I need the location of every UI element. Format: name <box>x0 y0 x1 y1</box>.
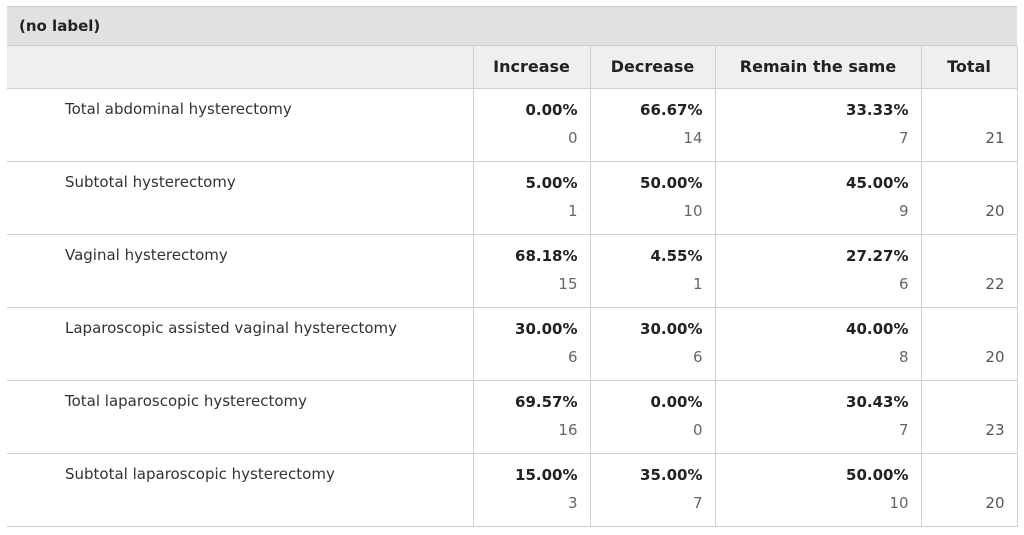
header-remain-the-same: Remain the same <box>714 46 921 89</box>
cell-total: 20 <box>920 453 1018 527</box>
count-value: 10 <box>683 201 703 220</box>
table-row: Total abdominal hysterectomy 0.00% 0 66.67%… <box>7 88 1018 162</box>
cell-increase: 68.18% 15 <box>472 234 590 308</box>
cell-increase: 15.00% 3 <box>472 453 590 527</box>
total-value: 20 <box>985 347 1005 366</box>
row-label: Subtotal hysterectomy <box>7 161 473 235</box>
cell-remain-the-same: 30.43% 7 <box>714 380 921 454</box>
table-body: Total abdominal hysterectomy 0.00% 0 66.67%… <box>7 88 1018 527</box>
count-value: 6 <box>898 274 909 293</box>
count-value: 1 <box>692 274 703 293</box>
percent-value: 35.00% <box>640 465 703 484</box>
count-value: 9 <box>898 201 909 220</box>
results-table: Increase Decrease Remain the same Total … <box>7 46 1018 527</box>
count-value: 8 <box>898 347 909 366</box>
percent-value: 30.43% <box>846 392 909 411</box>
percent-value: 45.00% <box>846 173 909 192</box>
percent-value: 50.00% <box>640 173 703 192</box>
question-label: (no label) <box>7 6 1017 46</box>
cell-total: 22 <box>920 234 1018 308</box>
cell-total: 21 <box>920 88 1018 162</box>
header-increase: Increase <box>472 46 590 89</box>
header-row: Increase Decrease Remain the same Total <box>7 46 1018 89</box>
cell-remain-the-same: 33.33% 7 <box>714 88 921 162</box>
cell-remain-the-same: 27.27% 6 <box>714 234 921 308</box>
cell-decrease: 4.55% 1 <box>589 234 715 308</box>
table-row: Total laparoscopic hysterectomy 69.57% 16 0… <box>7 380 1018 454</box>
row-label: Vaginal hysterectomy <box>7 234 473 308</box>
percent-value: 27.27% <box>846 246 909 265</box>
cell-decrease: 0.00% 0 <box>589 380 715 454</box>
count-value: 0 <box>692 420 703 439</box>
table-row: Laparoscopic assisted vaginal hysterecto… <box>7 307 1018 381</box>
row-label: Total laparoscopic hysterectomy <box>7 380 473 454</box>
header-blank <box>7 46 473 89</box>
row-label: Total abdominal hysterectomy <box>7 88 473 162</box>
table-row: Subtotal laparoscopic hysterectomy 15.00%… <box>7 453 1018 527</box>
total-value: 22 <box>985 274 1005 293</box>
row-label: Laparoscopic assisted vaginal hysterecto… <box>7 307 473 381</box>
count-value: 15 <box>558 274 578 293</box>
percent-value: 33.33% <box>846 100 909 119</box>
cell-remain-the-same: 40.00% 8 <box>714 307 921 381</box>
table-row: Vaginal hysterectomy 68.18% 15 4.55% 1 27.27%… <box>7 234 1018 308</box>
cell-decrease: 30.00% 6 <box>589 307 715 381</box>
cell-total: 20 <box>920 307 1018 381</box>
count-value: 7 <box>692 493 703 512</box>
results-table-container: (no label) Increase Decrease Remain the … <box>7 6 1018 527</box>
count-value: 6 <box>567 347 578 366</box>
count-value: 3 <box>567 493 578 512</box>
percent-value: 68.18% <box>515 246 578 265</box>
cell-increase: 30.00% 6 <box>472 307 590 381</box>
count-value: 14 <box>683 128 703 147</box>
percent-value: 30.00% <box>640 319 703 338</box>
cell-remain-the-same: 45.00% 9 <box>714 161 921 235</box>
row-label: Subtotal laparoscopic hysterectomy <box>7 453 473 527</box>
cell-decrease: 66.67% 14 <box>589 88 715 162</box>
cell-increase: 0.00% 0 <box>472 88 590 162</box>
percent-value: 30.00% <box>515 319 578 338</box>
cell-increase: 69.57% 16 <box>472 380 590 454</box>
total-value: 21 <box>985 128 1005 147</box>
table-row: Subtotal hysterectomy 5.00% 1 50.00% 10 45.00… <box>7 161 1018 235</box>
count-value: 6 <box>692 347 703 366</box>
percent-value: 0.00% <box>650 392 703 411</box>
count-value: 10 <box>889 493 909 512</box>
percent-value: 50.00% <box>846 465 909 484</box>
percent-value: 69.57% <box>515 392 578 411</box>
percent-value: 40.00% <box>846 319 909 338</box>
cell-total: 23 <box>920 380 1018 454</box>
percent-value: 5.00% <box>525 173 578 192</box>
count-value: 16 <box>558 420 578 439</box>
cell-increase: 5.00% 1 <box>472 161 590 235</box>
count-value: 1 <box>567 201 578 220</box>
count-value: 7 <box>898 128 909 147</box>
total-value: 20 <box>985 493 1005 512</box>
percent-value: 0.00% <box>525 100 578 119</box>
count-value: 7 <box>898 420 909 439</box>
percent-value: 15.00% <box>515 465 578 484</box>
count-value: 0 <box>567 128 578 147</box>
cell-decrease: 50.00% 10 <box>589 161 715 235</box>
total-value: 23 <box>985 420 1005 439</box>
header-total: Total <box>920 46 1018 89</box>
cell-total: 20 <box>920 161 1018 235</box>
cell-remain-the-same: 50.00% 10 <box>714 453 921 527</box>
total-value: 20 <box>985 201 1005 220</box>
percent-value: 66.67% <box>640 100 703 119</box>
percent-value: 4.55% <box>650 246 703 265</box>
cell-decrease: 35.00% 7 <box>589 453 715 527</box>
header-decrease: Decrease <box>589 46 715 89</box>
